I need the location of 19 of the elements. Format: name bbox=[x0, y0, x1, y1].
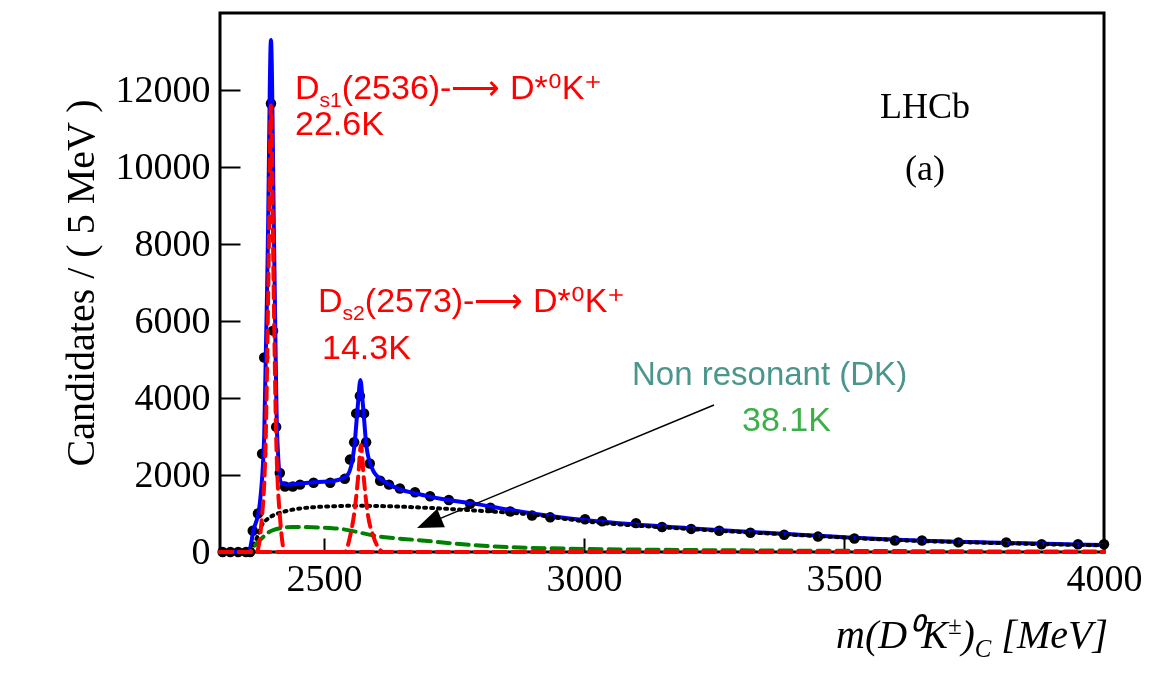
x-tick-label: 3000 bbox=[546, 556, 623, 599]
annotation: D$_{s2}$(2573)-⟶ D*⁰K⁺ bbox=[318, 281, 626, 324]
y-tick-label: 12000 bbox=[115, 67, 211, 110]
x-tick-label: 4000 bbox=[1066, 556, 1143, 599]
y-tick-label: 6000 bbox=[134, 298, 211, 341]
annotation: 38.1K bbox=[742, 400, 831, 438]
x-tick-label: 2500 bbox=[286, 556, 363, 599]
y-tick-label: 0 bbox=[191, 529, 211, 572]
x-tick-label: 3500 bbox=[806, 556, 883, 599]
y-tick-label: 10000 bbox=[115, 144, 211, 187]
annotation: LHCb bbox=[880, 86, 970, 126]
y-tick-label: 2000 bbox=[134, 452, 211, 495]
annotation: Non resonant (DK) bbox=[632, 355, 908, 392]
x-axis-title: m(D⁰K$^{±}$)$_{C}$ [MeV] bbox=[836, 612, 1108, 663]
y-axis-title: Candidates / ( 5 MeV ) bbox=[57, 99, 103, 467]
y-tick-label: 4000 bbox=[134, 375, 211, 418]
annotation: 14.3K bbox=[322, 328, 411, 366]
y-tick-label: 8000 bbox=[134, 221, 211, 264]
annotation: (a) bbox=[905, 148, 945, 188]
